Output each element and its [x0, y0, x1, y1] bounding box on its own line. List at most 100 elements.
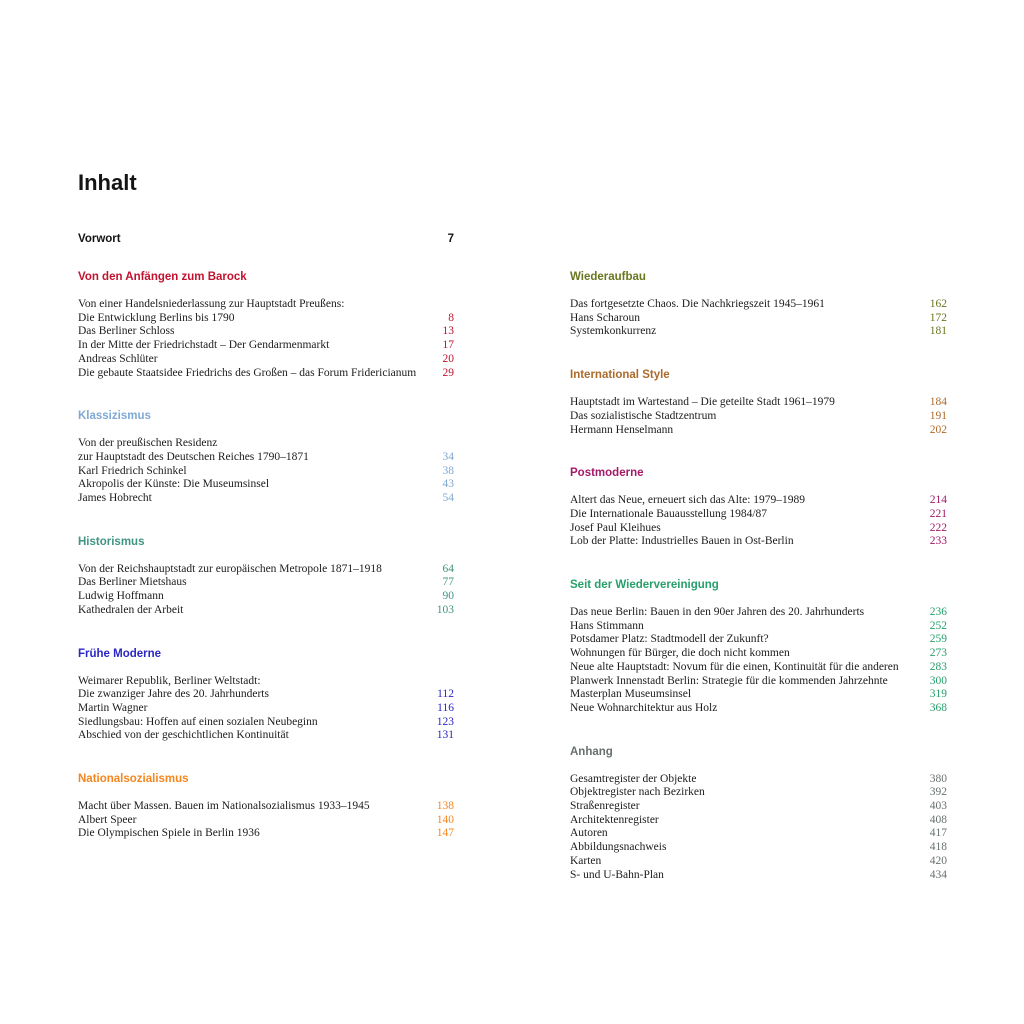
entry-title: Die zwanziger Jahre des 20. Jahrhunderts — [78, 688, 269, 701]
toc-entry: Abbildungsnachweis 418 — [570, 841, 947, 855]
entry-page-number: 38 — [442, 464, 455, 477]
entry-page-number: 54 — [442, 492, 455, 505]
entry-title: Andreas Schlüter — [78, 352, 158, 365]
entry-page-number: 420 — [929, 854, 947, 867]
entry-page-number: 403 — [929, 800, 947, 813]
entry-title: Macht über Massen. Bauen im Nationalsozi… — [78, 800, 370, 813]
toc-entry: Neue alte Hauptstadt: Novum für die eine… — [570, 661, 947, 675]
toc-entry: Von der preußischen Residenz — [78, 437, 454, 451]
entry-title: Das Berliner Schloss — [78, 325, 175, 338]
toc-entry: Albert Speer 140 — [78, 814, 454, 828]
entry-page-number: 181 — [929, 325, 947, 338]
toc-column-left: Von den Anfängen zum Barock Von einer Han… — [78, 270, 454, 870]
entry-title: Straßenregister — [570, 800, 640, 813]
toc-entry: Das Berliner Mietshaus 77 — [78, 576, 454, 590]
toc-entry: Planwerk Innenstadt Berlin: Strategie fü… — [570, 675, 947, 689]
entry-title: Die Entwicklung Berlins bis 1790 — [78, 311, 235, 324]
entry-page-number: 147 — [436, 827, 454, 840]
toc-entry: Autoren 417 — [570, 827, 947, 841]
entry-title: Objektregister nach Bezirken — [570, 786, 705, 799]
entry-title: Abschied von der geschichtlichen Kontinu… — [78, 729, 289, 742]
entry-page-number: 319 — [929, 688, 947, 701]
toc-entry: Lob der Platte: Industrielles Bauen in O… — [570, 535, 947, 549]
toc-entry: Gesamtregister der Objekte 380 — [570, 773, 947, 787]
toc-entry: Von einer Handelsniederlassung zur Haupt… — [78, 298, 454, 312]
entry-page-number: 184 — [929, 396, 947, 409]
entry-page-number: 17 — [442, 339, 455, 352]
entry-page-number: 236 — [929, 606, 947, 619]
toc-section-wiederaufbau: Wiederaufbau Das fortgesetzte Chaos. Die … — [570, 270, 947, 339]
toc-section-historismus: Historismus Von der Reichshauptstadt zur … — [78, 535, 454, 618]
toc-entry: Das neue Berlin: Bauen in den 90er Jahre… — [570, 606, 947, 620]
entry-title: Siedlungsbau: Hoffen auf einen sozialen … — [78, 715, 318, 728]
toc-entry: Martin Wagner 116 — [78, 702, 454, 716]
toc-entry: Macht über Massen. Bauen im Nationalsozi… — [78, 800, 454, 814]
toc-entry: In der Mitte der Friedrichstadt – Der Ge… — [78, 339, 454, 353]
entry-title: Martin Wagner — [78, 701, 148, 714]
entry-title: Lob der Platte: Industrielles Bauen in O… — [570, 535, 794, 548]
entry-page-number: 138 — [436, 800, 454, 813]
toc-entry: Josef Paul Kleihues 222 — [570, 522, 947, 536]
toc-section-von-den-anfaengen-zum-barock: Von den Anfängen zum Barock Von einer Han… — [78, 270, 454, 380]
entry-page-number: 103 — [436, 603, 454, 616]
toc-entry: Die Entwicklung Berlins bis 1790 8 — [78, 312, 454, 326]
preface-page-number: 7 — [447, 233, 454, 245]
entry-title: Karten — [570, 854, 602, 867]
toc-entry: Karl Friedrich Schinkel 38 — [78, 465, 454, 479]
entry-title: Das neue Berlin: Bauen in den 90er Jahre… — [570, 606, 865, 619]
toc-entry: Hans Stimmann 252 — [570, 620, 947, 634]
toc-entry: Von der Reichshauptstadt zur europäische… — [78, 563, 454, 577]
entry-title: Von einer Handelsniederlassung zur Haupt… — [78, 298, 345, 310]
toc-section-fruehe-moderne: Frühe Moderne Weimarer Republik, Berliner… — [78, 647, 454, 744]
entry-page-number: 222 — [929, 521, 947, 534]
preface-label: Vorwort — [78, 233, 121, 245]
entry-title: Hans Scharoun — [570, 311, 640, 324]
section-heading: Postmoderne — [570, 467, 644, 480]
entry-title: Ludwig Hoffmann — [78, 590, 164, 603]
entry-title: Altert das Neue, erneuert sich das Alte:… — [570, 494, 806, 507]
toc-entry: Potsdamer Platz: Stadtmodell der Zukunft… — [570, 633, 947, 647]
entry-title: Die Olympischen Spiele in Berlin 1936 — [78, 827, 260, 840]
entry-title: Architektenregister — [570, 813, 659, 826]
toc-section-klassizismus: Klassizismus Von der preußischen Residenz… — [78, 409, 454, 506]
entry-title: Planwerk Innenstadt Berlin: Strategie fü… — [570, 674, 888, 687]
toc-entry: Andreas Schlüter 20 — [78, 353, 454, 367]
entry-page-number: 123 — [436, 715, 454, 728]
toc-entry: zur Hauptstadt des Deutschen Reiches 179… — [78, 451, 454, 465]
entry-title: Autoren — [570, 827, 608, 840]
entry-title: S- und U-Bahn-Plan — [570, 868, 664, 881]
entry-page-number: 221 — [929, 507, 947, 520]
toc-entry: Neue Wohnarchitektur aus Holz 368 — [570, 702, 947, 716]
toc-section-nationalsozialismus: Nationalsozialismus Macht über Massen. Ba… — [78, 772, 454, 841]
entry-page-number: 13 — [442, 325, 455, 338]
entry-page-number: 233 — [929, 535, 947, 548]
entry-title: Gesamtregister der Objekte — [570, 772, 697, 785]
toc-entry: S- und U-Bahn-Plan 434 — [570, 869, 947, 883]
entry-title: Hauptstadt im Wartestand – Die geteilte … — [570, 396, 835, 409]
entry-page-number: 77 — [442, 576, 455, 589]
page-title: Inhalt — [78, 170, 137, 195]
entry-title: Albert Speer — [78, 813, 137, 826]
entry-title: Hermann Henselmann — [570, 423, 674, 436]
entry-page-number: 64 — [442, 562, 455, 575]
entry-page-number: 116 — [437, 701, 454, 714]
preface-row: Vorwort 7 — [78, 233, 454, 245]
entry-title: Weimarer Republik, Berliner Weltstadt: — [78, 674, 261, 687]
toc-entry: Abschied von der geschichtlichen Kontinu… — [78, 729, 454, 743]
toc-entry: Akropolis der Künste: Die Museumsinsel 43 — [78, 478, 454, 492]
toc-entry: Hermann Henselmann 202 — [570, 424, 947, 438]
toc-entry: Masterplan Museumsinsel 319 — [570, 688, 947, 702]
toc-entry: Siedlungsbau: Hoffen auf einen sozialen … — [78, 716, 454, 730]
entry-title: Von der Reichshauptstadt zur europäische… — [78, 562, 382, 575]
toc-entry: Die gebaute Staatsidee Friedrichs des Gr… — [78, 367, 454, 381]
entry-page-number: 214 — [929, 494, 947, 507]
entry-page-number: 380 — [929, 772, 947, 785]
entry-page-number: 283 — [929, 660, 947, 673]
toc-section-seit-der-wiedervereinigung: Seit der Wiedervereinigung Das neue Berli… — [570, 578, 947, 716]
toc-entry: Das fortgesetzte Chaos. Die Nachkriegsze… — [570, 298, 947, 312]
entry-title: Neue alte Hauptstadt: Novum für die eine… — [570, 660, 899, 673]
toc-column-right: Wiederaufbau Das fortgesetzte Chaos. Die … — [570, 270, 947, 911]
entry-title: Kathedralen der Arbeit — [78, 603, 184, 616]
section-heading: Historismus — [78, 535, 145, 548]
section-heading: Seit der Wiedervereinigung — [570, 579, 719, 592]
